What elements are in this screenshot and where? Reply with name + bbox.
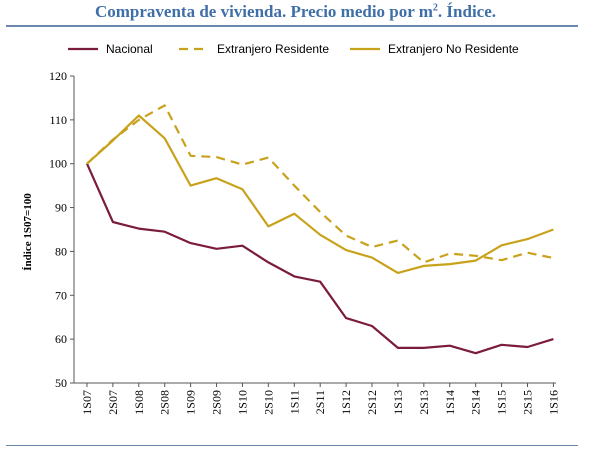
y-tick-label: 80 (55, 244, 67, 258)
y-tick-label: 60 (55, 332, 67, 346)
x-tick-label: 2S09 (210, 390, 224, 415)
x-tick-label: 1S11 (287, 390, 301, 414)
title-rule (6, 25, 578, 27)
x-tick-label: 2S11 (313, 390, 327, 414)
x-tick-label: 1S09 (184, 390, 198, 415)
series-group (85, 104, 554, 355)
y-tick-label: 100 (49, 157, 67, 171)
x-tick-label: 1S08 (132, 390, 146, 415)
x-tick-label: 2S12 (365, 390, 379, 415)
y-tick-label: 90 (55, 201, 67, 215)
x-tick-label: 1S14 (443, 390, 457, 415)
y-axis-label: Índice 1S07=100 (22, 193, 34, 271)
x-tick-label: 1S10 (235, 390, 249, 415)
x-tick-label: 1S16 (546, 390, 560, 415)
legend-label-2: Extranjero Residente (217, 42, 329, 56)
legend-label-1: Nacional (106, 42, 153, 56)
chart-title-suffix: . Índice. (437, 2, 497, 21)
x-tick-label: 2S14 (469, 390, 483, 415)
legend: Nacional Extranjero Residente Extranjero N… (68, 42, 519, 56)
series-line-3 (86, 114, 554, 274)
x-tick-label: 2S15 (520, 390, 534, 415)
axes-group: 50 60 70 80 90 100 110 120 1S07 2S07 1S08 2S08 1S09 2… (49, 69, 560, 415)
y-tick-label: 50 (55, 376, 67, 390)
chart-title: Compraventa de vivienda. Precio medio po… (0, 2, 591, 22)
bottom-rule (6, 445, 578, 446)
x-tick-label: 2S07 (106, 390, 120, 415)
legend-label-3: Extranjero No Residente (388, 42, 519, 56)
y-tick-label: 110 (49, 113, 67, 127)
series-line-1 (85, 163, 554, 355)
y-tick-label: 120 (49, 69, 67, 83)
x-tick-label: 1S13 (391, 390, 405, 415)
x-tick-label: 2S08 (158, 390, 172, 415)
chart-title-superscript: 2 (432, 2, 438, 14)
x-tick-label: 1S12 (339, 390, 353, 415)
x-tick-label: 1S15 (495, 390, 509, 415)
x-tick-label: 2S10 (261, 390, 275, 415)
x-tick-label: 1S07 (80, 390, 94, 415)
series-line-2 (86, 104, 554, 264)
chart-title-text: Compraventa de vivienda. Precio medio po… (94, 2, 433, 21)
x-tick-label: 2S13 (417, 390, 431, 415)
y-tick-label: 70 (55, 288, 67, 302)
